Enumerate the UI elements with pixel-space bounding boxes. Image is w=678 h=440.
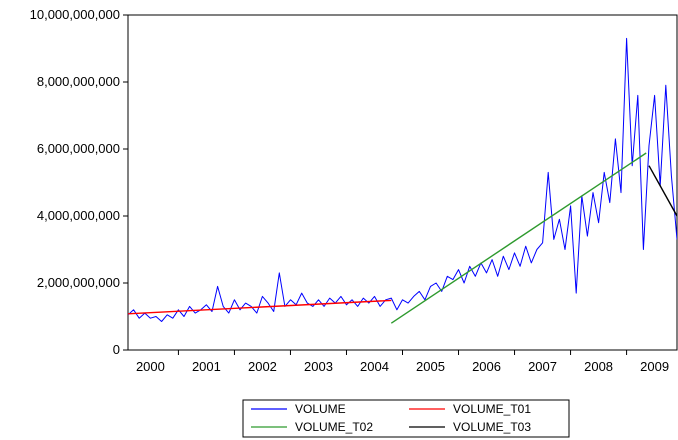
x-tick-label: 2000	[136, 359, 165, 374]
y-tick-label: 8,000,000,000	[37, 74, 120, 89]
y-tick-label: 0	[113, 342, 120, 357]
legend-label: VOLUME	[295, 402, 346, 416]
y-tick-label: 6,000,000,000	[37, 141, 120, 156]
series-line-volume-t02	[390, 152, 647, 324]
x-tick-label: 2005	[416, 359, 445, 374]
legend-box	[242, 399, 570, 438]
axes: 0 2,000,000,000 4,000,000,000 6,000,000,000…	[30, 7, 678, 374]
legend-label: VOLUME_T02	[295, 420, 373, 434]
legend: VOLUME VOLUME_T01 VOLUME_T02 VOLUME_T03	[242, 399, 570, 438]
x-tick-label: 2004	[360, 359, 389, 374]
x-tick-label: 2006	[472, 359, 501, 374]
x-tick-label: 2003	[304, 359, 333, 374]
x-tick-label: 2002	[248, 359, 277, 374]
series-line-volume-t03	[648, 165, 677, 217]
legend-label: VOLUME_T03	[453, 420, 531, 434]
x-tick-label: 2009	[640, 359, 669, 374]
legend-label: VOLUME_T01	[453, 402, 531, 416]
x-tick-label: 2007	[528, 359, 557, 374]
y-tick-label: 10,000,000,000	[30, 7, 120, 22]
series-lines	[128, 37, 677, 324]
series-line-volume-t01	[128, 299, 392, 315]
x-tick-label: 2008	[584, 359, 613, 374]
x-tick-label: 2001	[192, 359, 221, 374]
y-tick-label: 2,000,000,000	[37, 275, 120, 290]
y-tick-label: 4,000,000,000	[37, 208, 120, 223]
series-line-volume	[128, 37, 677, 322]
